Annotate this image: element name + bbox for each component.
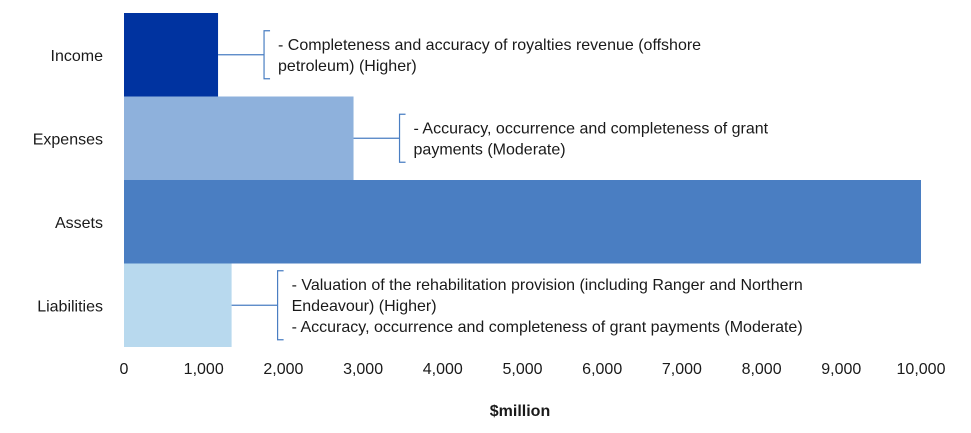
bar-expenses	[124, 96, 354, 180]
x-tick-label: 9,000	[821, 361, 861, 378]
annotation-text-line: - Accuracy, occurrence and completeness …	[414, 120, 769, 137]
category-label-expenses: Expenses	[33, 131, 103, 148]
x-tick-label: 6,000	[582, 361, 622, 378]
annotation-text-line: - Accuracy, occurrence and completeness …	[292, 319, 803, 336]
x-axis-title: $million	[490, 403, 550, 420]
annotation-text-line: - Completeness and accuracy of royalties…	[278, 37, 701, 54]
x-tick-label: 2,000	[263, 361, 303, 378]
annotations-group: - Completeness and accuracy of royalties…	[218, 30, 803, 341]
x-tick-label: 5,000	[502, 361, 542, 378]
category-label-liabilities: Liabilities	[37, 298, 103, 315]
annotation-bracket	[398, 113, 406, 163]
x-tick-label: 3,000	[343, 361, 383, 378]
annotation-text-line: petroleum) (Higher)	[278, 58, 417, 75]
x-tick-labels: 0 1,000 2,000 3,000 4,000 5,000 6,000 7,000 8,00…	[120, 361, 946, 378]
bars-group	[124, 13, 921, 347]
annotation-bracket	[263, 30, 271, 80]
x-tick-label: 10,000	[897, 361, 946, 378]
x-tick-label: 4,000	[423, 361, 463, 378]
bar-assets	[124, 180, 921, 264]
annotation-expenses: - Accuracy, occurrence and completeness …	[353, 113, 769, 163]
x-tick-label: 0	[120, 361, 129, 378]
bar-income	[124, 13, 219, 97]
annotation-income: - Completeness and accuracy of royalties…	[218, 30, 701, 80]
annotation-text-line: payments (Moderate)	[414, 141, 566, 158]
x-tick-label: 1,000	[184, 361, 224, 378]
x-tick-label: 8,000	[742, 361, 782, 378]
annotation-text-line: - Valuation of the rehabilitation provis…	[292, 277, 803, 294]
bar-liabilities	[124, 263, 232, 347]
x-tick-label: 7,000	[662, 361, 702, 378]
category-label-assets: Assets	[55, 215, 103, 232]
category-label-income: Income	[51, 48, 104, 65]
annotation-bracket	[276, 270, 284, 341]
annotation-liabilities: - Valuation of the rehabilitation provis…	[231, 270, 803, 341]
category-labels: Income Expenses Assets Liabilities	[33, 48, 103, 316]
annotation-text-line: Endeavour) (Higher)	[292, 298, 437, 315]
